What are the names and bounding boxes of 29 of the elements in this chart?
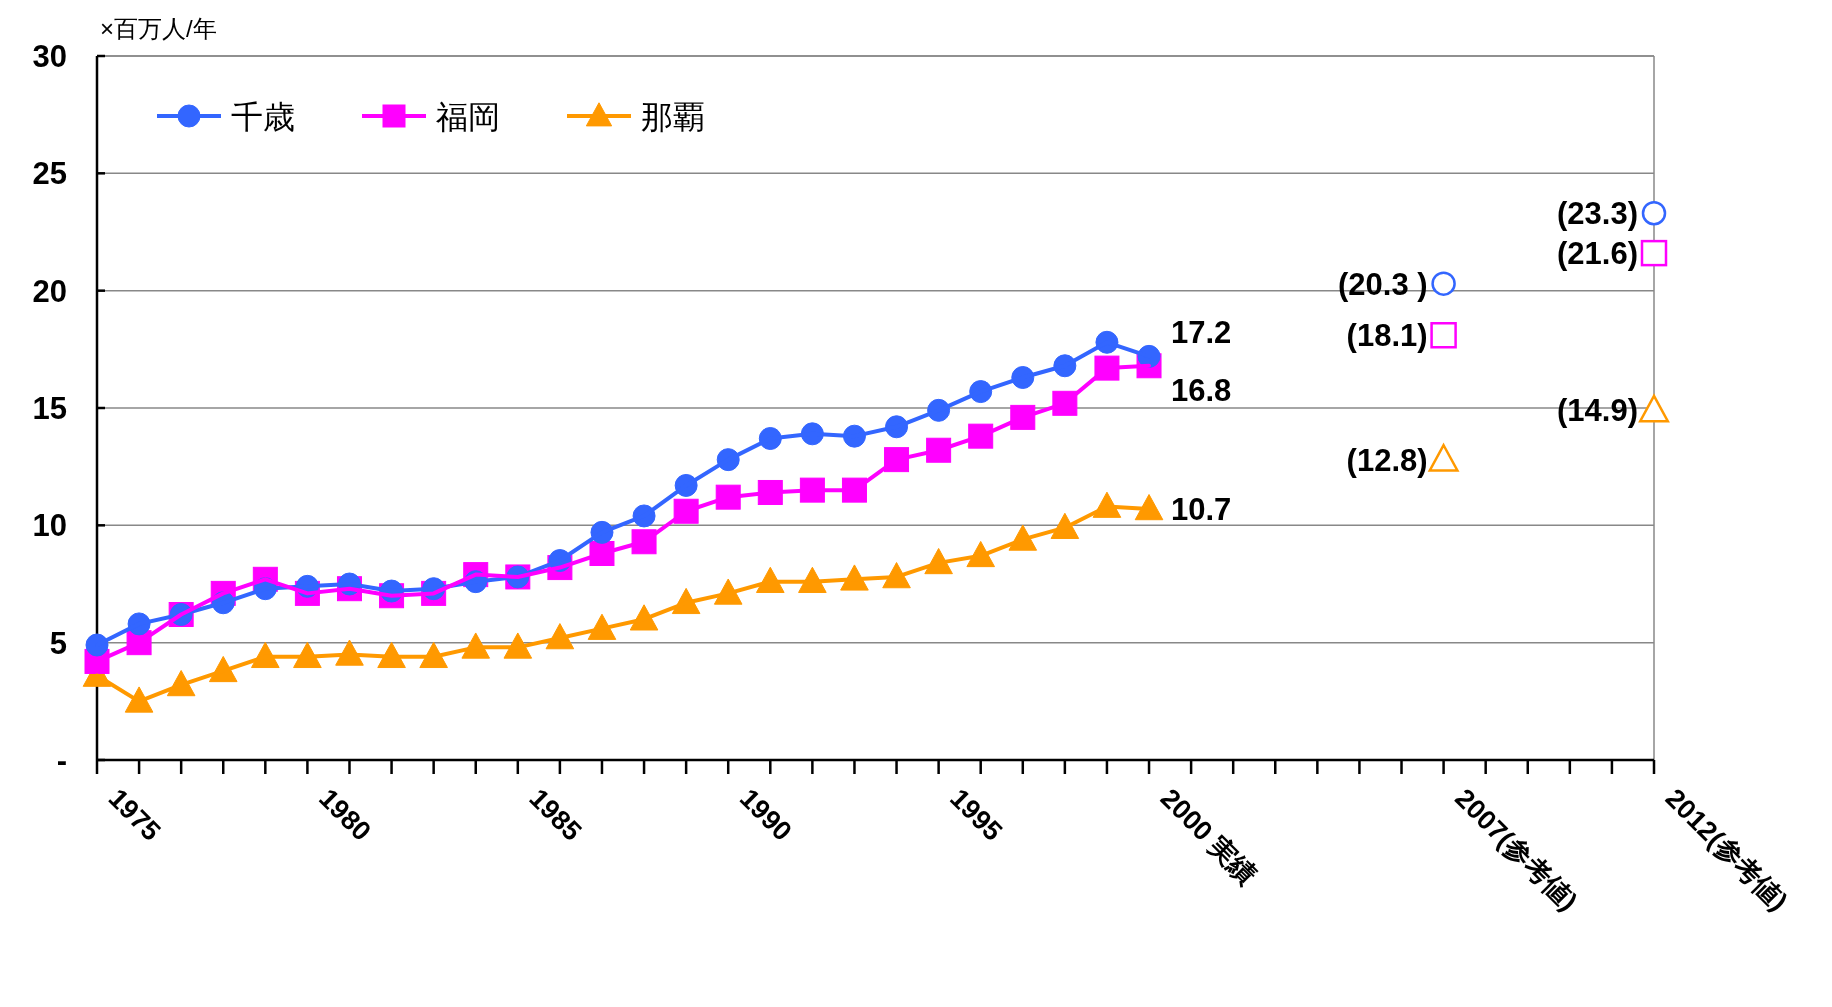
legend-label: 那覇	[641, 99, 705, 135]
y-tick-label: 30	[32, 39, 67, 74]
point	[1430, 322, 1457, 349]
y-tick-label: 25	[32, 156, 67, 192]
point	[1638, 394, 1670, 423]
y-tick-label: 10	[32, 508, 67, 544]
point	[1428, 443, 1459, 472]
data-label: (23.3)	[1557, 196, 1638, 232]
legend-label: 千歳	[231, 99, 295, 135]
legend-label: 福岡	[436, 99, 500, 135]
data-label: (18.1)	[1346, 318, 1428, 354]
y-tick-label: 5	[49, 625, 67, 661]
point	[1640, 239, 1668, 267]
data-label: 16.8	[1171, 372, 1232, 408]
data-label: (14.9)	[1557, 393, 1638, 429]
y-tick-label: 15	[32, 391, 67, 426]
data-label: 10.7	[1171, 491, 1232, 527]
y-tick-label: -	[56, 743, 67, 778]
point	[1134, 494, 1164, 521]
y-axis-title: ×百万人/年	[100, 15, 217, 42]
data-label: (20.3 )	[1337, 266, 1428, 302]
point	[85, 633, 109, 657]
data-label: 17.2	[1171, 315, 1232, 351]
point	[1641, 200, 1667, 226]
y-tick-label: 20	[32, 273, 67, 309]
point	[124, 686, 154, 713]
data-label: (21.6)	[1557, 236, 1638, 272]
point	[1431, 271, 1456, 296]
data-label: (12.8)	[1346, 442, 1428, 478]
